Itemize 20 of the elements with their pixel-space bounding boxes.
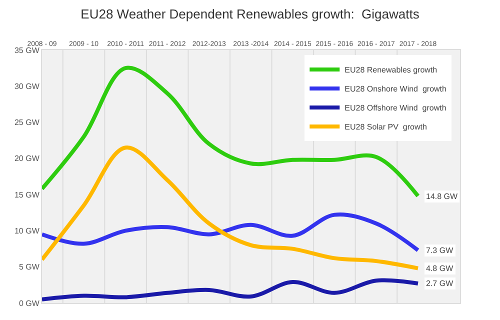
annotation: 4.8 GW bbox=[426, 264, 454, 273]
chart-title: EU28 Weather Dependent Renewables growth: Gigawatts bbox=[80, 6, 420, 22]
legend-label: EU28 Onshore Wind growth bbox=[344, 84, 446, 94]
y-tick-label: 5 GW bbox=[18, 262, 40, 272]
legend-label: EU28 Offshore Wind growth bbox=[344, 104, 446, 113]
line-series bbox=[42, 212, 420, 252]
line-series bbox=[42, 146, 420, 270]
y-tick-label: 10 GW bbox=[14, 226, 40, 236]
y-tick-label: 25 GW bbox=[14, 118, 40, 128]
y-tick-label: 20 GW bbox=[14, 154, 40, 164]
line-series bbox=[42, 278, 420, 302]
annotation: 14.8 GW bbox=[426, 192, 458, 201]
annotation: 2.7 GW bbox=[426, 279, 454, 288]
legend-label: EU28 Solar PV growth bbox=[344, 122, 427, 132]
annotation: 7.3 GW bbox=[426, 246, 454, 255]
y-tick-label: 0 GW bbox=[18, 298, 40, 308]
y-tick-label: 30 GW bbox=[14, 82, 40, 91]
legend-label: EU28 Renewables growth bbox=[344, 66, 438, 75]
y-tick-label: 35 GW bbox=[14, 46, 40, 55]
y-tick-label: 15 GW bbox=[14, 190, 40, 200]
